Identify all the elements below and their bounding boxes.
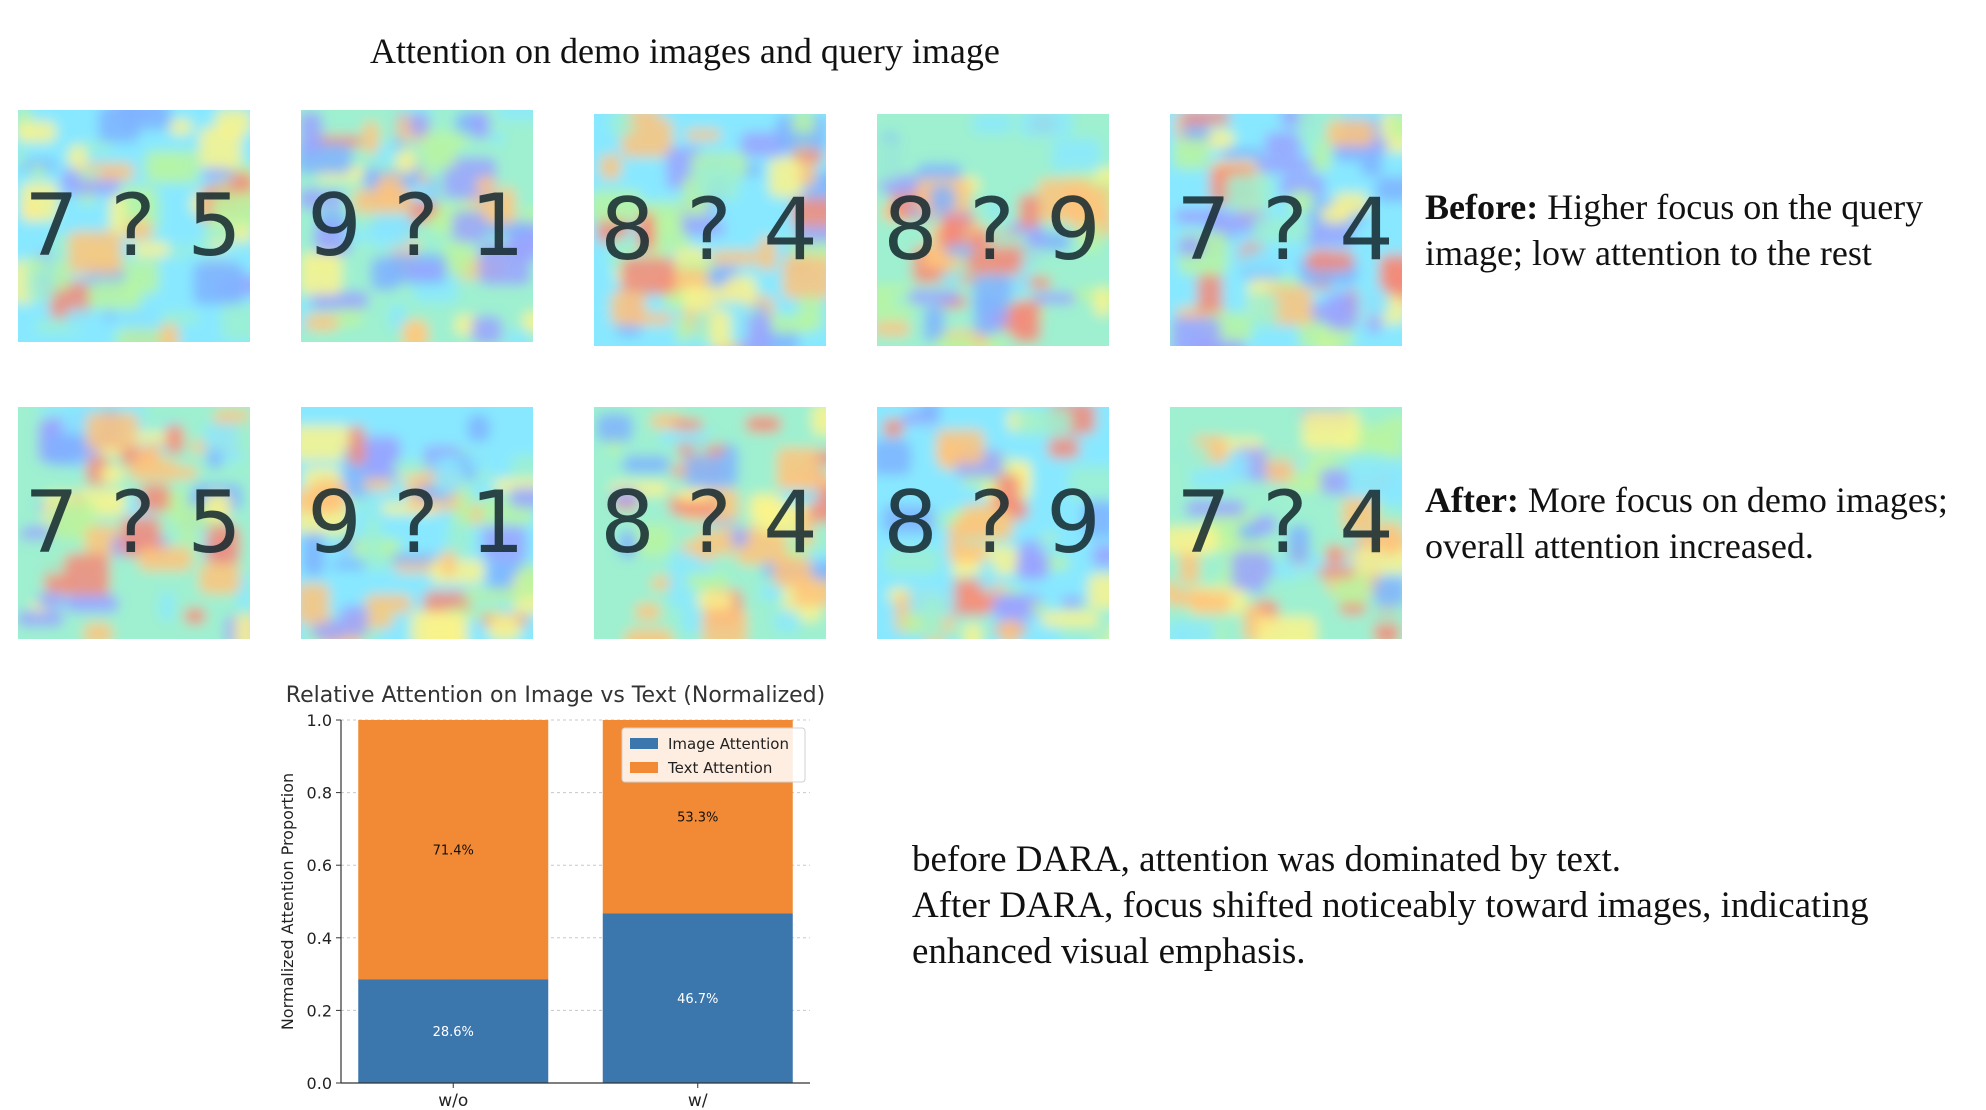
y-tick-label: 0.2 (307, 1001, 332, 1020)
y-tick-label: 0.6 (307, 856, 332, 875)
bar-value-label: 53.3% (677, 811, 718, 826)
heatmap-before-4-canvas (877, 114, 1109, 346)
heatmap-before-5-digits: 7 ? 4 (1176, 180, 1396, 280)
legend (621, 727, 806, 783)
heatmap-before-1-canvas (18, 110, 250, 342)
heatmap-after-4: 8 ? 9 (877, 407, 1109, 639)
chart-title: Relative Attention on Image vs Text (Nor… (286, 683, 825, 708)
after-note-text: More focus on demo images; overall atten… (1425, 480, 1948, 566)
heatmap-after-3-canvas (594, 407, 826, 639)
heatmap-after-5-canvas (1170, 407, 1402, 639)
y-tick-label: 1.0 (307, 711, 332, 730)
before-note: Before: Higher focus on the query image;… (1425, 184, 1975, 276)
summary-line-2: After DARA, focus shifted noticeably tow… (912, 885, 1869, 972)
heatmap-after-3-digits: 8 ? 4 (600, 473, 820, 573)
heatmap-before-4: 8 ? 9 (877, 114, 1109, 346)
heatmap-after-2-digits: 9 ? 1 (307, 473, 527, 573)
heatmap-after-1-digits: 7 ? 5 (24, 473, 244, 573)
legend-swatch (630, 762, 658, 773)
y-tick-label: 0.8 (307, 784, 332, 803)
heatmap-before-3: 8 ? 4 (594, 114, 826, 346)
heatmap-after-3: 8 ? 4 (594, 407, 826, 639)
x-tick-label: w/ (688, 1091, 708, 1110)
bar-value-label: 28.6% (433, 1025, 474, 1040)
heatmap-after-2: 9 ? 1 (301, 407, 533, 639)
heatmap-after-4-digits: 8 ? 9 (883, 473, 1103, 573)
before-note-text: Higher focus on the query image; low att… (1425, 187, 1924, 273)
before-note-label: Before: (1425, 187, 1539, 227)
heatmap-before-4-digits: 8 ? 9 (883, 180, 1103, 280)
heatmap-before-2-canvas (301, 110, 533, 342)
heatmap-before-2-digits: 9 ? 1 (307, 176, 527, 276)
y-tick-label: 0.0 (307, 1074, 332, 1093)
heatmap-before-1: 7 ? 5 (18, 110, 250, 342)
heatmap-before-5-canvas (1170, 114, 1402, 346)
heatmap-before-3-canvas (594, 114, 826, 346)
legend-label: Text Attention (667, 759, 772, 777)
heatmap-after-1: 7 ? 5 (18, 407, 250, 639)
bar-image-attention-2 (602, 913, 793, 1083)
y-tick-label: 0.4 (307, 929, 332, 948)
summary-line-1: before DARA, attention was dominated by … (912, 839, 1621, 880)
bar-value-label: 71.4% (433, 844, 474, 859)
figure-title: Attention on demo images and query image (370, 31, 1000, 71)
heatmap-before-3-digits: 8 ? 4 (600, 180, 820, 280)
heatmap-after-2-canvas (301, 407, 533, 639)
y-axis-label: Normalized Attention Proportion (278, 773, 297, 1030)
summary-text: before DARA, attention was dominated by … (912, 837, 1972, 975)
heatmap-after-5: 7 ? 4 (1170, 407, 1402, 639)
x-tick-label: w/o (438, 1091, 468, 1110)
attention-bar-chart: Relative Attention on Image vs Text (Nor… (278, 683, 825, 1110)
heatmap-before-2: 9 ? 1 (301, 110, 533, 342)
heatmap-before-5: 7 ? 4 (1170, 114, 1402, 346)
bar-value-label: 46.7% (677, 992, 718, 1007)
heatmap-after-5-digits: 7 ? 4 (1176, 473, 1396, 573)
bar-image-attention-1 (358, 979, 549, 1083)
after-note: After: More focus on demo images; overal… (1425, 477, 1975, 569)
heatmap-before-1-digits: 7 ? 5 (24, 176, 244, 276)
after-note-label: After: (1425, 480, 1519, 520)
heatmap-after-1-canvas (18, 407, 250, 639)
legend-swatch (630, 738, 658, 749)
bar-text-attention-1 (358, 720, 549, 980)
heatmap-after-4-canvas (877, 407, 1109, 639)
legend-label: Image Attention (668, 735, 789, 753)
